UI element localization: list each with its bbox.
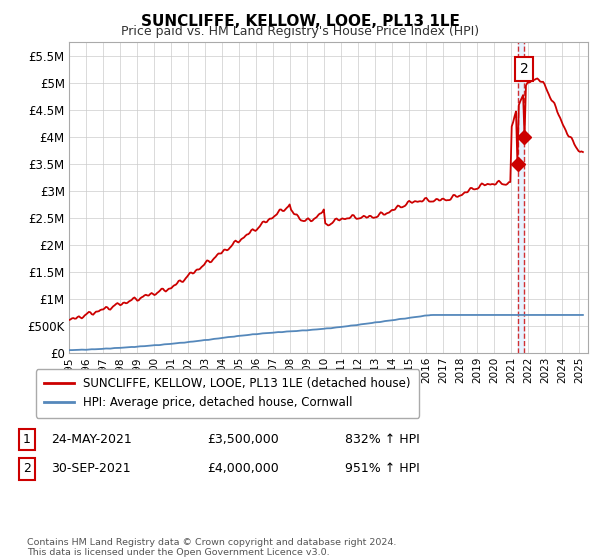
Text: SUNCLIFFE, KELLOW, LOOE, PL13 1LE: SUNCLIFFE, KELLOW, LOOE, PL13 1LE [140, 14, 460, 29]
Text: 2: 2 [23, 462, 31, 475]
Text: 30-SEP-2021: 30-SEP-2021 [51, 462, 131, 475]
Text: 1: 1 [23, 433, 31, 446]
Bar [518, 42, 524, 353]
Text: 832% ↑ HPI: 832% ↑ HPI [345, 433, 420, 446]
Text: 2: 2 [520, 62, 529, 76]
Text: Price paid vs. HM Land Registry's House Price Index (HPI): Price paid vs. HM Land Registry's House … [121, 25, 479, 38]
Text: £4,000,000: £4,000,000 [207, 462, 279, 475]
Text: Contains HM Land Registry data © Crown copyright and database right 2024.
This d: Contains HM Land Registry data © Crown c… [27, 538, 397, 557]
Text: 951% ↑ HPI: 951% ↑ HPI [345, 462, 420, 475]
Text: £3,500,000: £3,500,000 [207, 433, 279, 446]
Legend: SUNCLIFFE, KELLOW, LOOE, PL13 1LE (detached house), HPI: Average price, detached: SUNCLIFFE, KELLOW, LOOE, PL13 1LE (detac… [36, 369, 419, 418]
Text: 24-MAY-2021: 24-MAY-2021 [51, 433, 132, 446]
